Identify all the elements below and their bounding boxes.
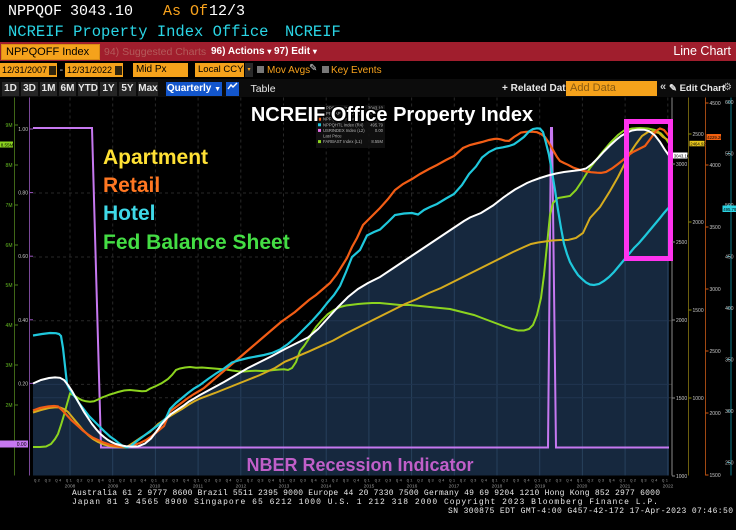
svg-text:2464.92: 2464.92 [690,141,706,146]
svg-text:2008: 2008 [65,484,76,490]
svg-text:Retail: Retail [103,174,160,197]
svg-text:2464.92: 2464.92 [368,111,384,116]
svg-text:1000: 1000 [676,474,687,480]
svg-text:NBER Recession Indicator: NBER Recession Indicator [246,455,473,475]
svg-text:300: 300 [725,409,734,415]
svg-text:NPPQOFF Index (R1): NPPQOFF Index (R1) [323,106,365,111]
svg-text:2M: 2M [6,403,13,409]
svg-text:USRINDEX Index (L2): USRINDEX Index (L2) [323,128,365,133]
svg-text:0.00: 0.00 [17,442,27,448]
svg-text:2500: 2500 [676,240,687,246]
svg-text:3000: 3000 [676,162,687,168]
svg-text:3500: 3500 [710,225,721,231]
svg-text:1500: 1500 [710,473,721,479]
svg-text:4229.20: 4229.20 [368,117,384,122]
svg-text:8.55M: 8.55M [371,139,383,144]
svg-text:2016: 2016 [407,484,418,490]
svg-text:Fed Balance Sheet: Fed Balance Sheet [103,231,290,254]
svg-text:9M: 9M [6,123,13,129]
svg-text:350: 350 [725,358,734,364]
svg-text:400: 400 [725,306,734,312]
svg-text:1500: 1500 [693,308,704,314]
svg-text:5M: 5M [6,283,13,289]
svg-text:4500: 4500 [710,101,721,107]
svg-text:0.80: 0.80 [18,191,28,197]
svg-text:2015: 2015 [364,484,375,490]
svg-text:2000: 2000 [710,411,721,417]
svg-text:FARBAST Index (L1): FARBAST Index (L1) [323,139,363,144]
svg-text:Australia 61 2 9777 8600 Brazi: Australia 61 2 9777 8600 Brazil 5511 239… [72,489,660,498]
svg-text:0.40: 0.40 [18,318,28,324]
svg-text:6M: 6M [6,243,13,249]
svg-text:NPPQAPT Index (R2): NPPQAPT Index (R2) [323,111,364,116]
svg-text:2500: 2500 [693,132,704,138]
svg-text:2017: 2017 [449,484,460,490]
svg-text:2000: 2000 [676,318,687,324]
svg-text:550: 550 [725,152,734,158]
svg-text:2014: 2014 [321,484,332,490]
svg-text:SN 300875 EDT GMT-4:00 G457-4: SN 300875 EDT GMT-4:00 G457-42-172 17-Ap… [448,507,733,516]
svg-text:3M: 3M [6,363,13,369]
svg-text:4229.20: 4229.20 [707,135,723,140]
svg-text:2018: 2018 [492,484,503,490]
svg-text:495.79: 495.79 [370,122,383,127]
svg-text:NPPQRTL Index (R3): NPPQRTL Index (R3) [323,117,364,122]
svg-text:495.79: 495.79 [723,207,736,212]
svg-text:1500: 1500 [676,396,687,402]
svg-text:2021: 2021 [620,484,631,490]
svg-text:1.00: 1.00 [18,127,28,133]
svg-text:3000: 3000 [710,287,721,293]
svg-text:2009: 2009 [108,484,119,490]
svg-text:8M: 8M [6,163,13,169]
svg-text:1000: 1000 [693,396,704,402]
svg-text:2020: 2020 [577,484,588,490]
svg-text:2013: 2013 [279,484,290,490]
svg-text:0.60: 0.60 [18,254,28,260]
svg-text:Last Price: Last Price [323,134,342,139]
svg-text:NCREIF Office Property Index: NCREIF Office Property Index [251,104,533,126]
svg-text:Apartment: Apartment [103,146,208,169]
svg-text:2011: 2011 [193,484,204,490]
svg-text:8.55M: 8.55M [1,142,14,147]
svg-text:2500: 2500 [710,349,721,355]
svg-text:2012: 2012 [236,484,247,490]
svg-text:4000: 4000 [710,163,721,169]
svg-text:0.20: 0.20 [18,381,28,387]
svg-text:2022: 2022 [663,484,674,490]
svg-text:Q2 Q3 Q4 Q1 Q2 Q3 Q4 Q1 Q2 Q3: Q2 Q3 Q4 Q1 Q2 Q3 Q4 Q1 Q2 Q3 Q4 Q1 Q2 Q… [34,480,669,484]
svg-text:3043.10: 3043.10 [368,106,384,111]
svg-text:600: 600 [725,100,734,106]
svg-text:NPPQHTL Index (R4): NPPQHTL Index (R4) [323,122,364,127]
svg-text:2000: 2000 [693,220,704,226]
svg-text:450: 450 [725,255,734,261]
svg-text:7M: 7M [6,203,13,209]
svg-text:3043.10: 3043.10 [674,153,690,158]
svg-text:2010: 2010 [150,484,161,490]
svg-text:250: 250 [725,461,734,467]
svg-text:2019: 2019 [535,484,546,490]
svg-text:Japan 81 3 4565 8900 Si: Japan 81 3 4565 8900 Singapore 65 6212 1… [72,498,658,507]
svg-text:0.00: 0.00 [375,128,384,133]
svg-text:Hotel: Hotel [103,202,156,225]
svg-text:4M: 4M [6,323,13,329]
